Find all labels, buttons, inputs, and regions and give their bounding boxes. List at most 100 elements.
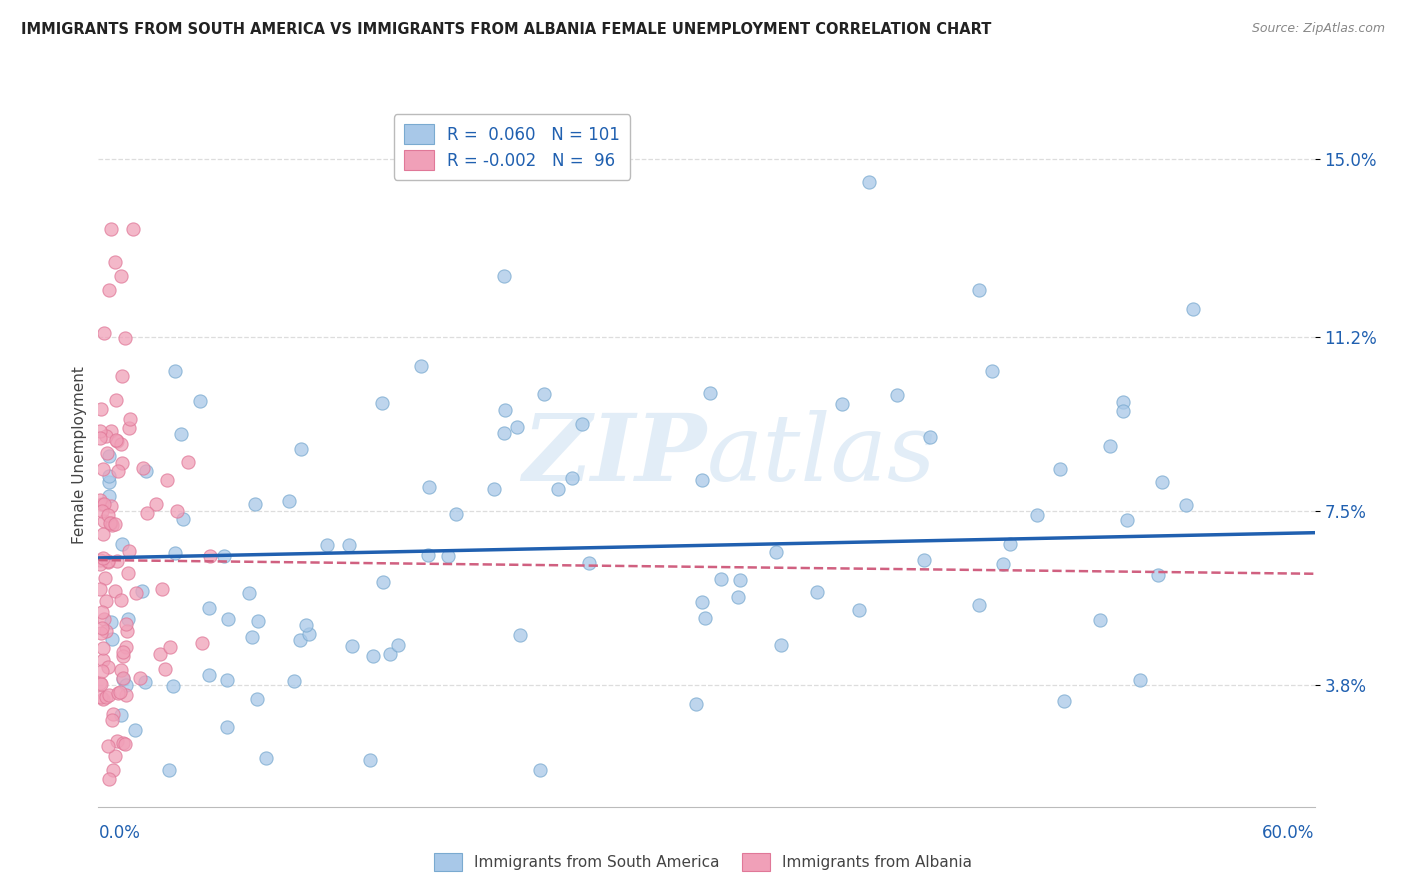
Point xyxy=(93,653,115,667)
Point xyxy=(91,692,114,706)
Point xyxy=(97,475,120,490)
Point xyxy=(94,624,117,638)
Point xyxy=(91,665,114,679)
Point xyxy=(115,616,138,631)
Point xyxy=(120,412,142,426)
Point xyxy=(437,549,460,563)
Point xyxy=(967,598,990,612)
Point xyxy=(172,511,194,525)
Point xyxy=(371,396,394,410)
Point xyxy=(97,739,120,754)
Point xyxy=(104,748,127,763)
Point xyxy=(111,368,134,383)
Point xyxy=(94,690,117,705)
Point xyxy=(100,222,122,236)
Point xyxy=(494,402,516,417)
Point xyxy=(89,493,111,508)
Point xyxy=(217,673,239,687)
Point xyxy=(690,595,713,609)
Point xyxy=(135,464,157,478)
Point xyxy=(115,624,138,638)
Text: 0.0%: 0.0% xyxy=(98,823,141,842)
Point xyxy=(93,326,115,341)
Point xyxy=(494,426,516,441)
Point xyxy=(246,692,269,706)
Point xyxy=(91,497,114,511)
Point xyxy=(806,584,828,599)
Point xyxy=(482,482,505,496)
Point xyxy=(166,504,188,518)
Point xyxy=(105,392,128,407)
Point xyxy=(177,455,200,469)
Point xyxy=(728,573,751,587)
Point xyxy=(114,330,136,344)
Point xyxy=(533,387,555,401)
Point xyxy=(295,618,318,632)
Point xyxy=(765,545,787,559)
Point xyxy=(118,421,141,435)
Point xyxy=(89,424,111,438)
Point xyxy=(90,690,112,705)
Point xyxy=(578,556,600,570)
Point xyxy=(886,388,908,402)
Point xyxy=(91,605,114,619)
Point xyxy=(418,480,440,494)
Legend: Immigrants from South America, Immigrants from Albania: Immigrants from South America, Immigrant… xyxy=(427,847,979,877)
Point xyxy=(212,549,235,564)
Point xyxy=(104,255,127,269)
Point xyxy=(122,222,145,236)
Point xyxy=(1129,673,1152,687)
Y-axis label: Female Unemployment: Female Unemployment xyxy=(72,366,87,544)
Point xyxy=(97,450,120,464)
Point xyxy=(359,753,381,767)
Legend: R =  0.060   N = 101, R = -0.002   N =  96: R = 0.060 N = 101, R = -0.002 N = 96 xyxy=(394,114,630,179)
Point xyxy=(94,571,117,585)
Point xyxy=(101,517,124,532)
Text: IMMIGRANTS FROM SOUTH AMERICA VS IMMIGRANTS FROM ALBANIA FEMALE UNEMPLOYMENT COR: IMMIGRANTS FROM SOUTH AMERICA VS IMMIGRA… xyxy=(21,22,991,37)
Point xyxy=(297,627,319,641)
Point xyxy=(110,437,132,451)
Point xyxy=(290,633,312,648)
Point xyxy=(90,401,112,416)
Point xyxy=(509,628,531,642)
Point xyxy=(316,538,339,552)
Point xyxy=(547,482,569,496)
Point xyxy=(337,538,360,552)
Point xyxy=(1175,498,1198,512)
Point xyxy=(1112,404,1135,418)
Point xyxy=(710,572,733,586)
Point xyxy=(858,176,880,190)
Point xyxy=(240,631,263,645)
Point xyxy=(111,644,134,658)
Point xyxy=(848,603,870,617)
Point xyxy=(89,558,111,572)
Point xyxy=(89,431,111,445)
Text: atlas: atlas xyxy=(707,410,936,500)
Point xyxy=(110,664,132,678)
Point xyxy=(89,553,111,567)
Point xyxy=(165,364,187,378)
Point xyxy=(97,554,120,568)
Point xyxy=(136,506,159,520)
Point xyxy=(159,640,181,655)
Point xyxy=(561,471,583,485)
Point xyxy=(1112,395,1135,409)
Point xyxy=(690,473,713,487)
Point xyxy=(149,647,172,661)
Point xyxy=(90,626,112,640)
Point xyxy=(91,461,114,475)
Point xyxy=(685,698,707,712)
Point xyxy=(101,706,124,721)
Point xyxy=(117,566,139,581)
Point xyxy=(115,678,138,692)
Point xyxy=(96,429,118,443)
Point xyxy=(98,283,121,297)
Point xyxy=(105,434,128,448)
Point xyxy=(97,555,120,569)
Point xyxy=(96,594,118,608)
Point xyxy=(108,684,131,698)
Point xyxy=(145,497,167,511)
Point xyxy=(770,638,793,652)
Point xyxy=(100,615,122,629)
Point xyxy=(107,686,129,700)
